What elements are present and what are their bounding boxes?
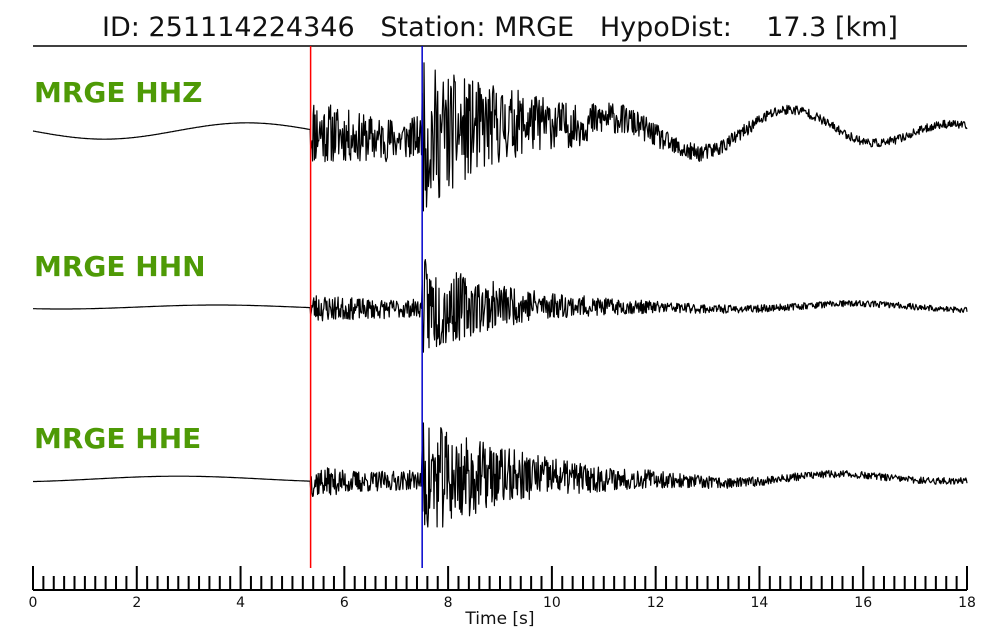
event-id: 251114224346 — [149, 12, 355, 43]
header-title: ID: 251114224346 Station: MRGE HypoDist:… — [102, 12, 898, 43]
x-tick-label: 8 — [444, 595, 453, 611]
x-tick-label: 0 — [29, 595, 38, 611]
time-axis-ticks — [32, 566, 968, 590]
trace-label-hhn: MRGE HHN — [34, 250, 206, 283]
x-tick-label: 18 — [958, 595, 976, 611]
time-axis-tick-labels: 0 2 4 6 8 10 12 14 16 18 — [29, 595, 976, 611]
trace-label-hhe: MRGE HHE — [34, 422, 201, 455]
x-tick-label: 16 — [854, 595, 872, 611]
x-tick-label: 2 — [132, 595, 141, 611]
hypodist-unit: [km] — [835, 12, 898, 43]
station-label: Station: — [380, 12, 485, 43]
station-name: MRGE — [494, 12, 574, 43]
time-axis: 0 2 4 6 8 10 12 14 16 18 Time [s] — [29, 566, 976, 629]
x-tick-label: 6 — [340, 595, 349, 611]
waveform-hhn — [33, 259, 968, 353]
x-tick-label: 14 — [751, 595, 769, 611]
id-label: ID: — [102, 12, 140, 43]
trace-label-hhz: MRGE HHZ — [34, 76, 202, 109]
hypodist-label: HypoDist: — [600, 12, 732, 43]
waveform-hhz — [32, 62, 968, 212]
x-tick-label: 12 — [647, 595, 665, 611]
x-tick-label: 10 — [543, 595, 561, 611]
hypodist-value: 17.3 — [766, 12, 826, 43]
waveform-hhe — [33, 422, 968, 528]
x-tick-label: 4 — [236, 595, 245, 611]
x-axis-title: Time [s] — [464, 609, 534, 629]
waveforms — [32, 62, 968, 528]
